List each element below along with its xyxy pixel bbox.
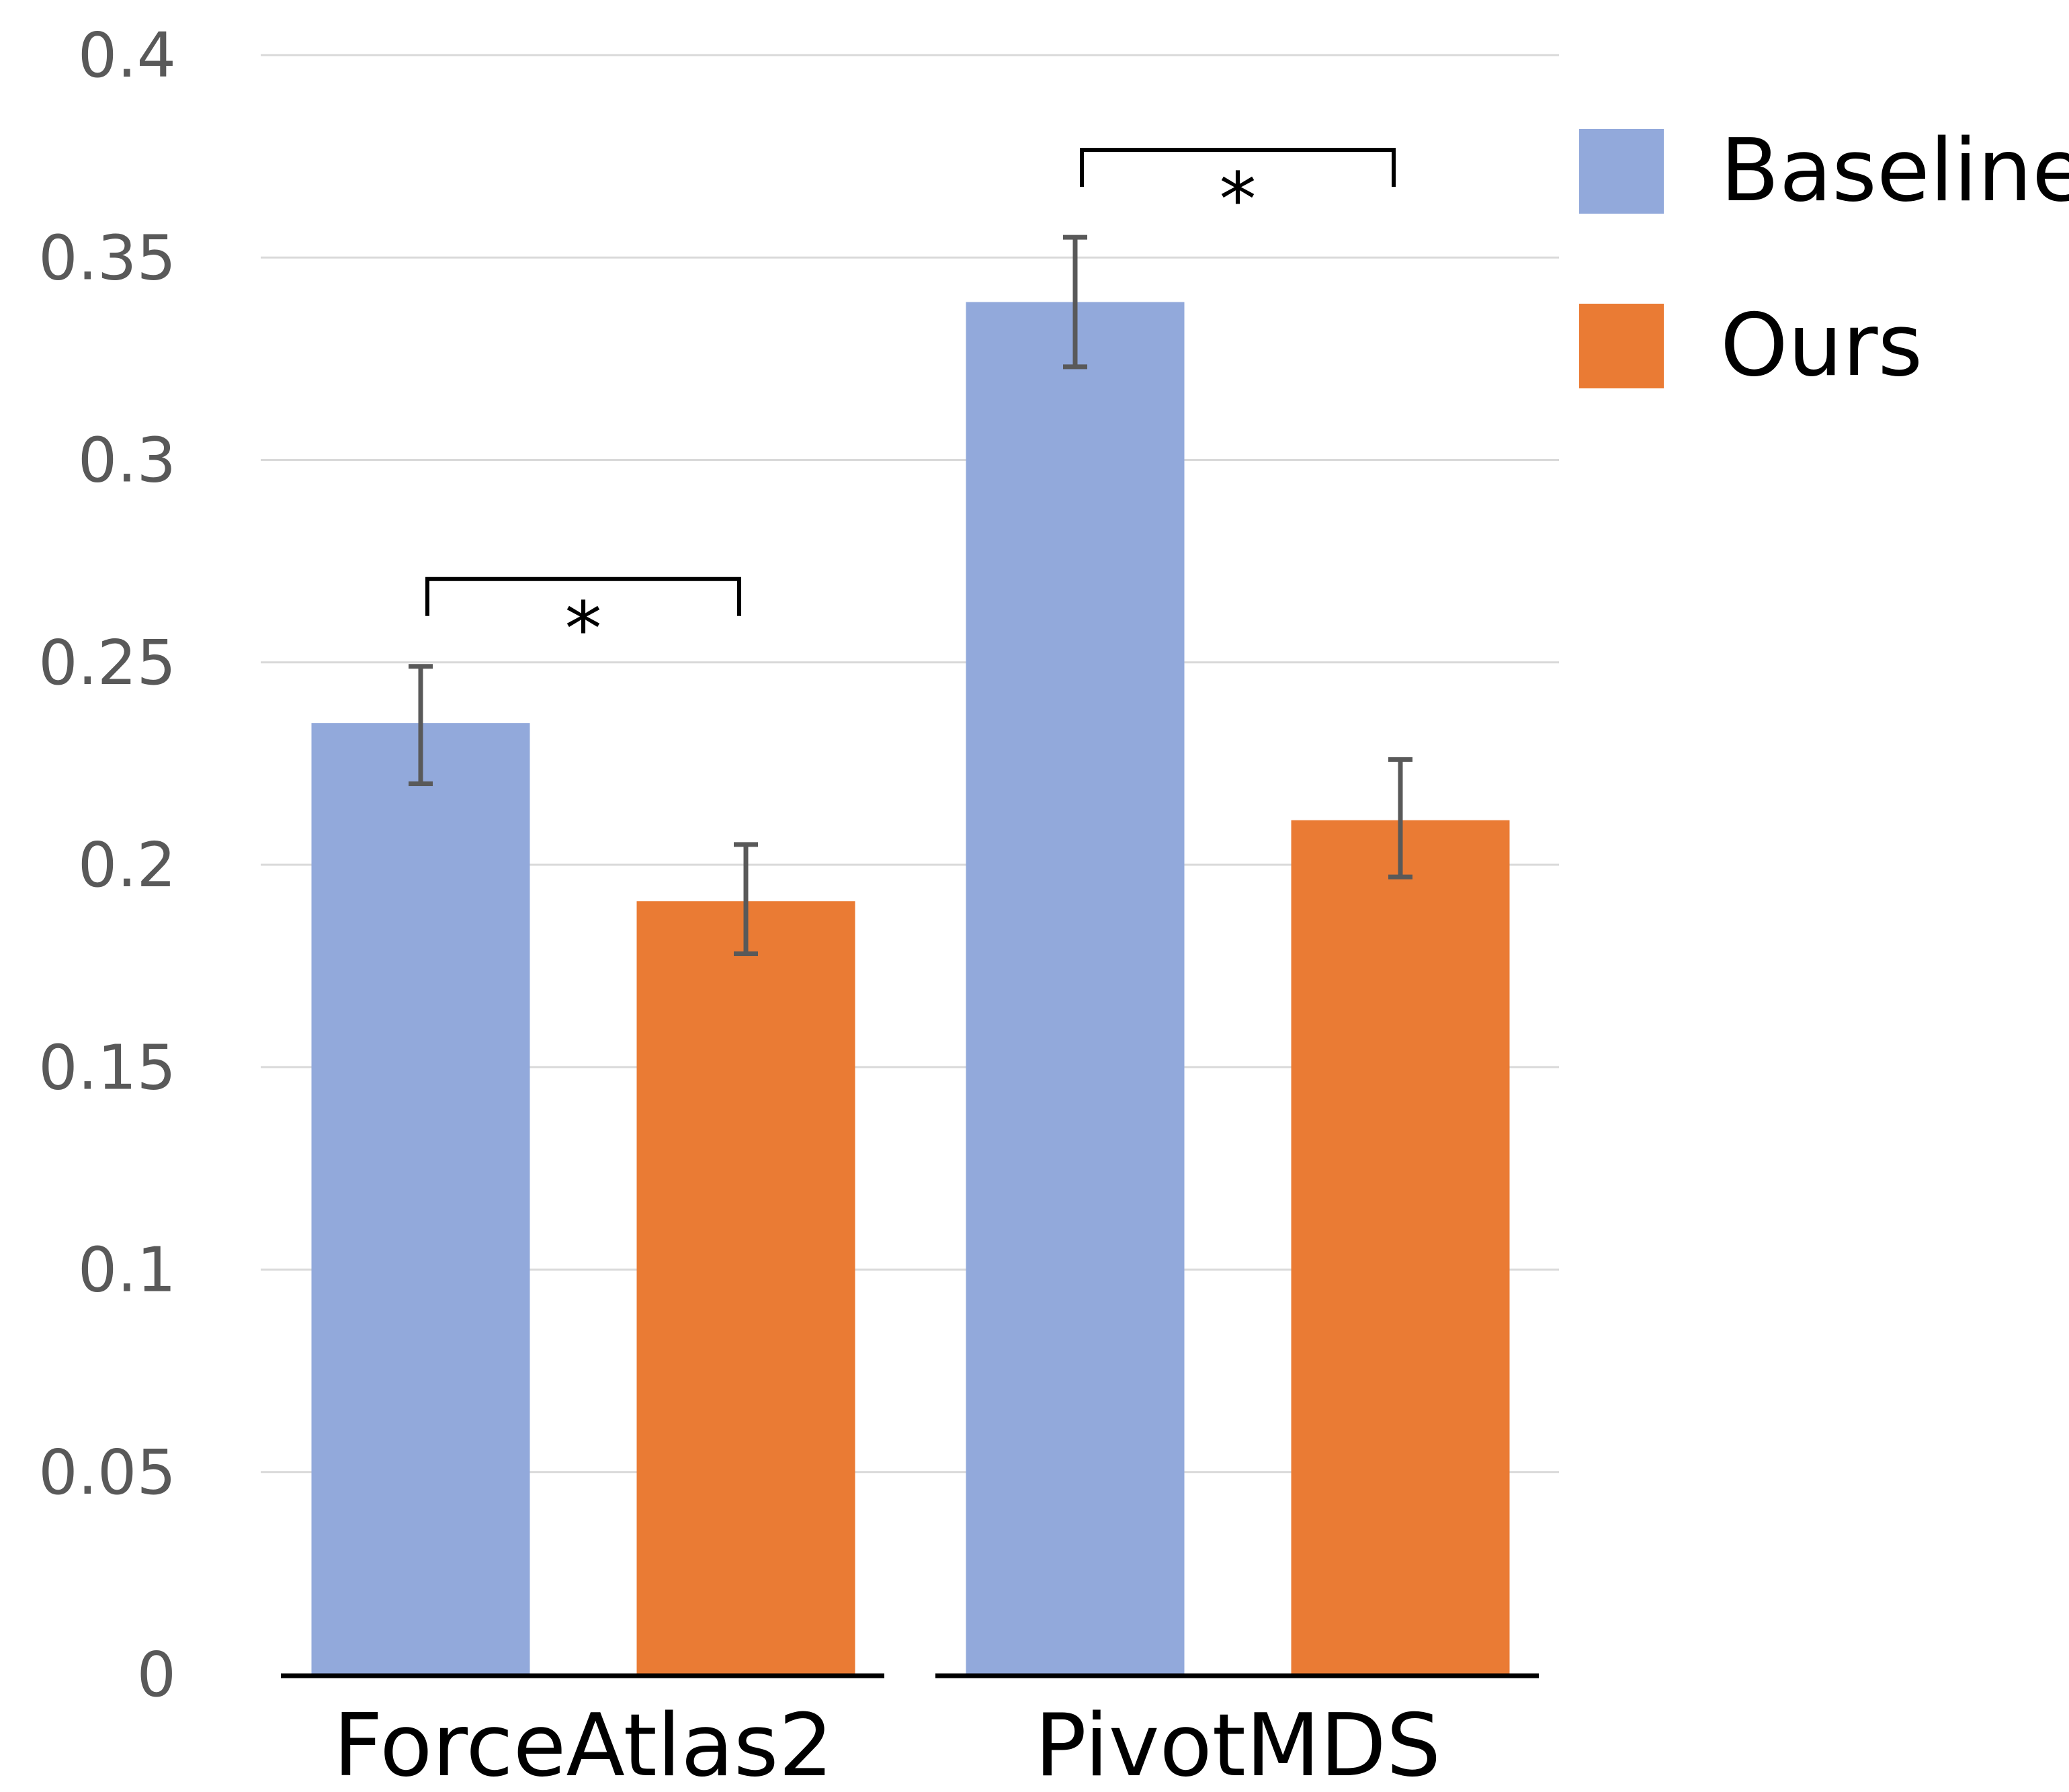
significance-annotations: ** (425, 148, 1396, 672)
error-bar-baseline-pivotmds (1063, 234, 1087, 370)
legend-label-baseline: Baseline (1720, 121, 2069, 221)
legend-swatch-ours (1579, 304, 1664, 388)
y-tick-label: 0.05 (38, 1437, 176, 1508)
bar-ours-forceatlas2 (636, 901, 855, 1674)
y-tick-label: 0 (136, 1639, 176, 1711)
bar-baseline-forceatlas2 (311, 723, 530, 1674)
x-tick-label: PivotMDS (1035, 1696, 1441, 1792)
legend-swatch-baseline (1579, 129, 1664, 214)
legend-label-ours: Ours (1720, 296, 1923, 396)
y-tick-label: 0.2 (78, 829, 176, 901)
significance-star: * (1220, 157, 1257, 243)
bar-baseline-pivotmds (966, 302, 1185, 1674)
legend: Baseline Ours (1579, 121, 2069, 396)
y-tick-label: 0.25 (38, 627, 176, 699)
y-tick-label: 0.3 (78, 425, 176, 497)
y-tick-label: 0.35 (38, 222, 176, 294)
y-tick-label: 0.15 (38, 1031, 176, 1103)
bars (311, 302, 1510, 1674)
significance-star: * (565, 586, 602, 672)
bar-ours-pivotmds (1291, 820, 1510, 1674)
x-tick-label: ForceAtlas2 (333, 1696, 833, 1792)
y-tick-label: 0.4 (78, 19, 176, 91)
significance-bracket (425, 577, 741, 616)
significance-bracket (1080, 148, 1396, 187)
y-axis-ticks: 0 0.05 0.1 0.15 0.2 0.25 0.3 0.35 0.4 (38, 19, 176, 1711)
error-bars (409, 234, 1412, 957)
error-bar-baseline-forceatlas2 (409, 664, 433, 786)
error-bar-ours-pivotmds (1388, 757, 1412, 880)
x-axis-ticks: ForceAtlas2 PivotMDS (333, 1696, 1441, 1792)
error-bar-ours-forceatlas2 (734, 842, 758, 957)
y-tick-label: 0.1 (78, 1234, 176, 1306)
